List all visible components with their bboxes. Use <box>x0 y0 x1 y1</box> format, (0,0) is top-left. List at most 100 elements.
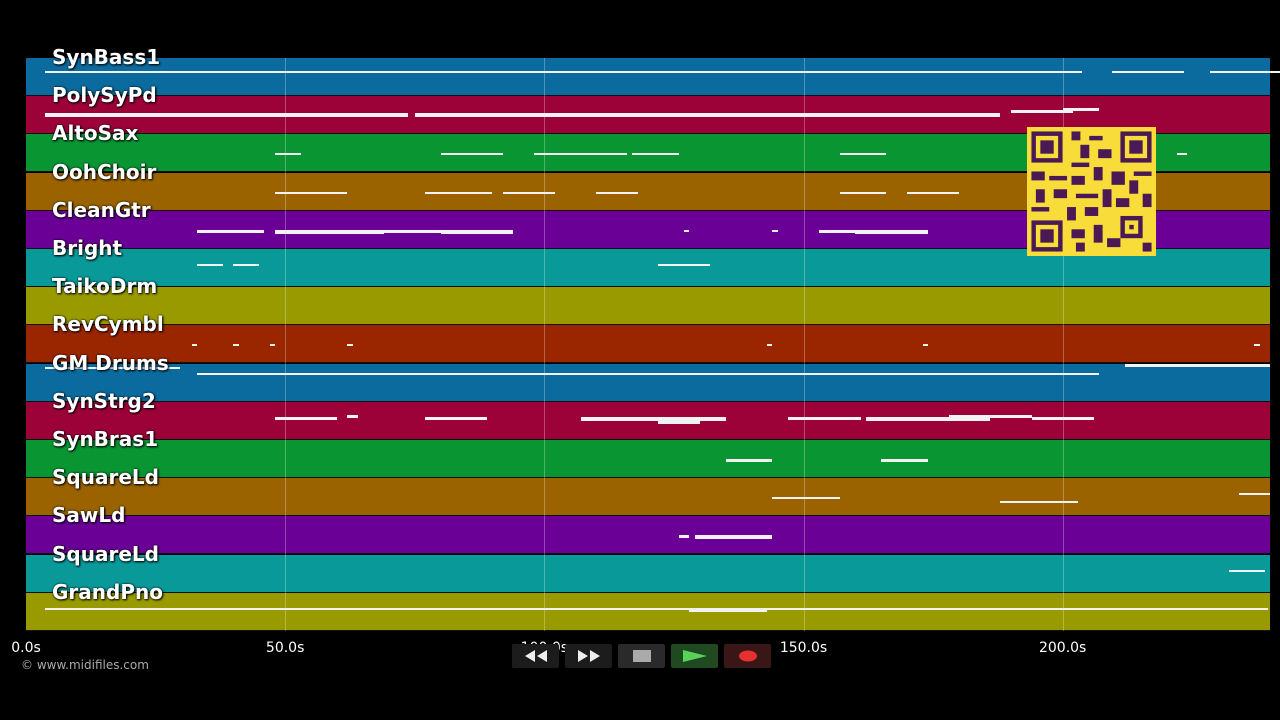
note-bar <box>1031 417 1094 421</box>
time-tick-label: 200.0s <box>1038 640 1087 656</box>
note-bar <box>596 191 638 194</box>
note-bar <box>191 344 198 347</box>
track-label: RevCymbl <box>52 312 164 337</box>
note-bar <box>373 229 446 233</box>
note-bar <box>274 153 301 156</box>
time-tick-label: 150.0s <box>779 640 828 656</box>
stop-button[interactable] <box>618 644 665 668</box>
track-row: RevCymbl <box>26 312 1270 364</box>
note-bar <box>1062 107 1099 111</box>
stop-icon <box>632 650 651 662</box>
track-row: SynBras1 <box>26 427 1270 478</box>
note-bar <box>197 229 265 233</box>
note-bar <box>881 459 928 463</box>
fast-forward-icon <box>577 650 600 662</box>
rewind-button[interactable] <box>512 644 559 668</box>
note-bar <box>45 608 1269 611</box>
note-bar <box>440 229 514 234</box>
track-row: SquareLd <box>26 542 1270 593</box>
track-label: AltoSax <box>52 121 139 146</box>
note-bar <box>684 229 690 232</box>
track-row: SynBass1 <box>26 45 1280 96</box>
note-bar <box>580 417 726 422</box>
note-bar <box>1000 501 1079 504</box>
note-bar <box>907 191 959 194</box>
play-button[interactable] <box>671 644 718 668</box>
note-bar <box>1124 363 1270 367</box>
note-bar <box>658 420 700 424</box>
time-tick-label: 50.0s <box>265 640 305 656</box>
note-bar <box>865 417 991 422</box>
track-row: GrandPno <box>26 580 1270 631</box>
track-label: SquareLd <box>52 541 159 566</box>
note-bar <box>269 344 275 347</box>
time-gridline <box>285 58 287 631</box>
note-bar <box>772 497 840 500</box>
note-bar <box>45 367 180 370</box>
note-bar <box>1228 569 1265 572</box>
note-bar <box>679 535 690 539</box>
note-bar <box>948 415 1032 419</box>
note-bar <box>45 70 1082 73</box>
note-bar <box>767 344 773 347</box>
note-bar <box>425 417 488 421</box>
fast-forward-button[interactable] <box>565 644 612 668</box>
note-bar <box>502 191 555 194</box>
note-bar <box>274 191 348 194</box>
note-bar <box>855 229 928 234</box>
note-bar <box>533 153 628 156</box>
time-gridline <box>803 58 805 631</box>
track-row: SynStrg2 <box>26 389 1270 440</box>
note-bar <box>45 113 408 118</box>
qr-code-graphic <box>1027 127 1156 256</box>
note-bar <box>1210 70 1280 73</box>
rewind-icon <box>524 650 547 662</box>
track-label: GrandPno <box>52 579 163 604</box>
note-bar <box>632 153 680 156</box>
note-bar <box>1238 493 1270 496</box>
track-row: TaikoDrm <box>26 274 1270 326</box>
note-bar <box>839 153 887 156</box>
time-tick-label: 0.0s <box>11 640 41 656</box>
note-bar <box>860 373 965 376</box>
track-label: Bright <box>52 236 123 260</box>
track-label: CleanGtr <box>52 197 151 222</box>
time-gridline <box>544 58 546 631</box>
track-row: SawLd <box>26 503 1270 555</box>
note-bar <box>1176 153 1188 156</box>
note-bar <box>1111 70 1185 73</box>
note-bar <box>440 153 503 156</box>
note-bar <box>347 344 353 347</box>
note-bar <box>689 608 768 613</box>
note-bar <box>658 263 711 266</box>
note-bar <box>1010 373 1063 376</box>
note-bar <box>689 373 845 376</box>
track-label: GM Drums <box>52 350 169 375</box>
note-bar <box>772 229 778 232</box>
record-icon <box>738 650 757 662</box>
note-bar <box>694 535 773 540</box>
record-button[interactable] <box>724 644 771 668</box>
track-label: SynBass1 <box>52 45 161 69</box>
note-bar <box>725 459 773 463</box>
track-row: GM Drums <box>26 351 1270 402</box>
qr-code-icon <box>1027 127 1156 256</box>
track-row: SquareLd <box>26 465 1270 517</box>
note-bar <box>233 344 239 347</box>
note-bar <box>839 191 887 194</box>
note-bar <box>347 415 358 419</box>
note-bar <box>1254 344 1260 347</box>
note-bar <box>425 191 493 194</box>
track-label: OohChoir <box>52 159 157 184</box>
time-gridline <box>1062 58 1064 631</box>
note-bar <box>787 417 861 421</box>
transport-controls <box>512 644 771 668</box>
note-bar <box>1010 109 1074 113</box>
note-bar <box>197 263 223 266</box>
copyright-text: © www.midifiles.com <box>21 658 149 672</box>
note-bar <box>233 263 260 266</box>
play-icon <box>682 650 707 662</box>
track-label: SynStrg2 <box>52 388 156 413</box>
track-label: SquareLd <box>52 465 159 490</box>
note-bar <box>274 417 337 421</box>
